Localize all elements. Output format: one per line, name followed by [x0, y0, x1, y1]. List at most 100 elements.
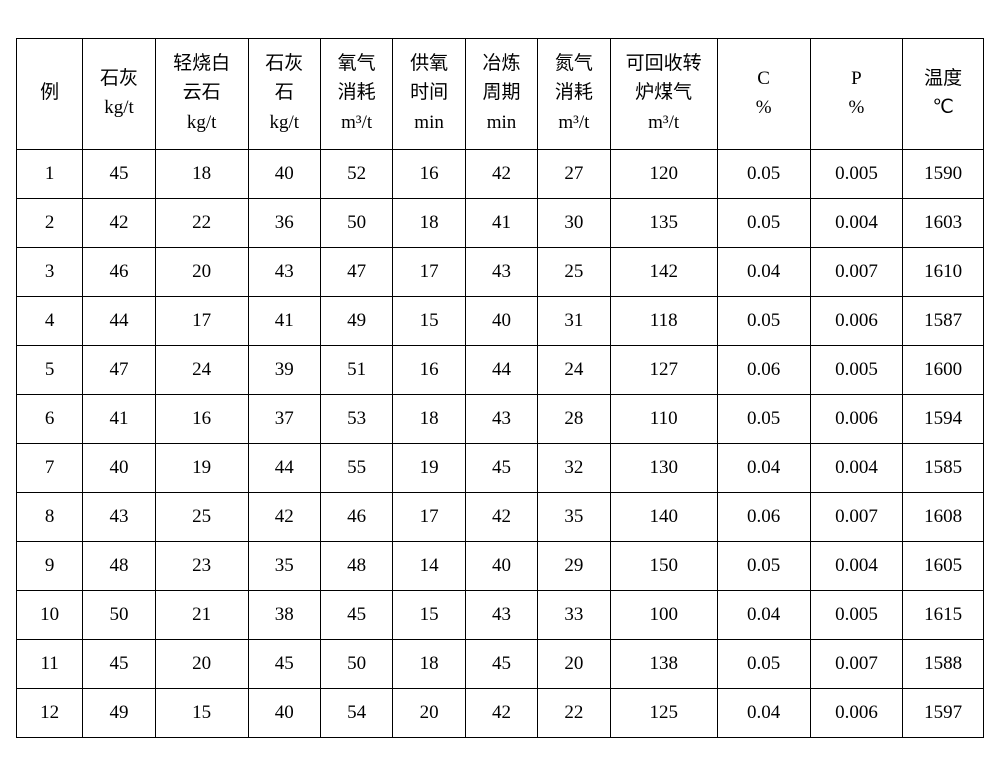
header-carbon: C % — [717, 38, 810, 149]
cell: 1605 — [903, 541, 984, 590]
cell: 44 — [83, 296, 155, 345]
cell: 45 — [83, 639, 155, 688]
cell: 18 — [393, 394, 465, 443]
table-row: 9482335481440291500.050.0041605 — [17, 541, 984, 590]
table-row: 11452045501845201380.050.0071588 — [17, 639, 984, 688]
cell: 49 — [83, 688, 155, 737]
header-unit: m³/t — [648, 112, 679, 133]
cell: 22 — [538, 688, 610, 737]
cell: 0.006 — [810, 296, 903, 345]
cell: 0.05 — [717, 639, 810, 688]
cell: 41 — [465, 198, 537, 247]
cell: 1600 — [903, 345, 984, 394]
cell: 0.04 — [717, 590, 810, 639]
cell: 0.05 — [717, 198, 810, 247]
cell: 27 — [538, 149, 610, 198]
cell: 25 — [155, 492, 248, 541]
cell: 45 — [465, 443, 537, 492]
cell: 54 — [320, 688, 392, 737]
cell: 46 — [320, 492, 392, 541]
cell: 2 — [17, 198, 83, 247]
header-label: 温度 — [924, 68, 962, 89]
header-label: 例 — [40, 82, 59, 103]
header-oxygen-time: 供氧 时间 min — [393, 38, 465, 149]
cell: 35 — [538, 492, 610, 541]
cell: 18 — [155, 149, 248, 198]
header-oxygen: 氧气 消耗 m³/t — [320, 38, 392, 149]
cell: 40 — [248, 688, 320, 737]
header-label2: 石 — [275, 82, 294, 103]
cell: 0.05 — [717, 296, 810, 345]
header-unit: % — [849, 97, 865, 118]
table-row: 3462043471743251420.040.0071610 — [17, 247, 984, 296]
cell: 48 — [83, 541, 155, 590]
header-unit: kg/t — [269, 112, 299, 133]
cell: 41 — [83, 394, 155, 443]
cell: 10 — [17, 590, 83, 639]
cell: 43 — [465, 394, 537, 443]
cell: 20 — [538, 639, 610, 688]
cell: 55 — [320, 443, 392, 492]
header-unit: m³/t — [341, 112, 372, 133]
cell: 0.05 — [717, 541, 810, 590]
cell: 37 — [248, 394, 320, 443]
cell: 5 — [17, 345, 83, 394]
cell: 17 — [393, 247, 465, 296]
cell: 28 — [538, 394, 610, 443]
cell: 16 — [155, 394, 248, 443]
cell: 23 — [155, 541, 248, 590]
cell: 14 — [393, 541, 465, 590]
cell: 125 — [610, 688, 717, 737]
cell: 12 — [17, 688, 83, 737]
header-label2: 炉煤气 — [635, 82, 692, 103]
header-row: 例 石灰 kg/t 轻烧白 云石 kg/t 石灰 石 — [17, 38, 984, 149]
cell: 0.007 — [810, 247, 903, 296]
cell: 31 — [538, 296, 610, 345]
cell: 22 — [155, 198, 248, 247]
header-label2: 消耗 — [338, 82, 376, 103]
cell: 45 — [465, 639, 537, 688]
cell: 40 — [248, 149, 320, 198]
header-label2: 周期 — [483, 82, 521, 103]
cell: 4 — [17, 296, 83, 345]
cell: 45 — [248, 639, 320, 688]
cell: 44 — [248, 443, 320, 492]
cell: 42 — [465, 492, 537, 541]
table-row: 5472439511644241270.060.0051600 — [17, 345, 984, 394]
cell: 0.007 — [810, 639, 903, 688]
cell: 0.005 — [810, 149, 903, 198]
cell: 42 — [465, 688, 537, 737]
cell: 42 — [83, 198, 155, 247]
cell: 138 — [610, 639, 717, 688]
header-limestone: 石灰 石 kg/t — [248, 38, 320, 149]
cell: 21 — [155, 590, 248, 639]
cell: 18 — [393, 639, 465, 688]
cell: 36 — [248, 198, 320, 247]
cell: 18 — [393, 198, 465, 247]
cell: 1594 — [903, 394, 984, 443]
cell: 0.004 — [810, 198, 903, 247]
cell: 42 — [248, 492, 320, 541]
cell: 35 — [248, 541, 320, 590]
cell: 41 — [248, 296, 320, 345]
header-label: P — [851, 68, 862, 89]
cell: 43 — [83, 492, 155, 541]
header-unit: kg/t — [104, 97, 134, 118]
cell: 50 — [83, 590, 155, 639]
cell: 118 — [610, 296, 717, 345]
cell: 0.007 — [810, 492, 903, 541]
header-lime: 石灰 kg/t — [83, 38, 155, 149]
cell: 42 — [465, 149, 537, 198]
cell: 20 — [155, 247, 248, 296]
cell: 40 — [465, 296, 537, 345]
cell: 24 — [538, 345, 610, 394]
table-row: 6411637531843281100.050.0061594 — [17, 394, 984, 443]
cell: 1590 — [903, 149, 984, 198]
cell: 142 — [610, 247, 717, 296]
cell: 7 — [17, 443, 83, 492]
header-smelt-cycle: 冶炼 周期 min — [465, 38, 537, 149]
table-header: 例 石灰 kg/t 轻烧白 云石 kg/t 石灰 石 — [17, 38, 984, 149]
cell: 127 — [610, 345, 717, 394]
cell: 45 — [83, 149, 155, 198]
cell: 9 — [17, 541, 83, 590]
